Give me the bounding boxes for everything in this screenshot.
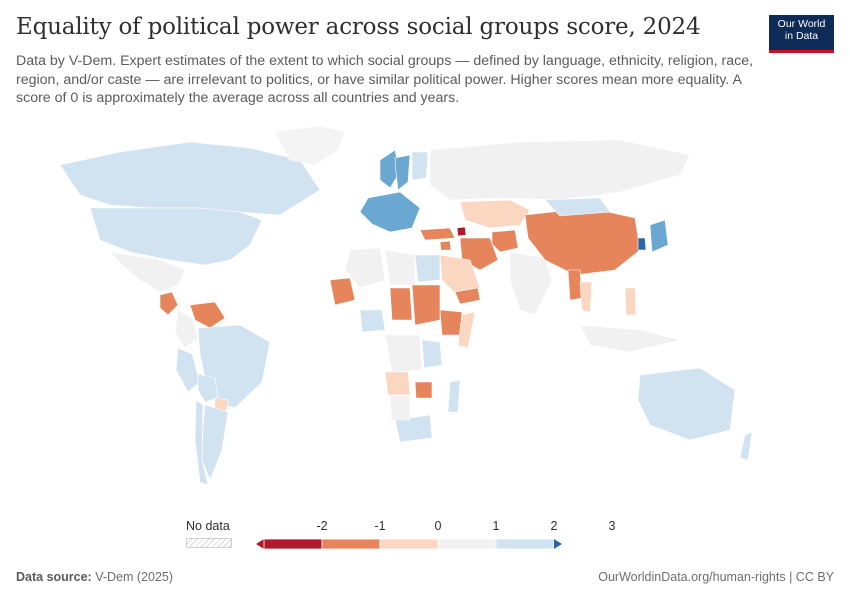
region-japan[interactable] (649, 219, 669, 253)
region-namibia[interactable] (389, 395, 411, 421)
region-egypt[interactable] (414, 254, 441, 283)
logo-line-1: Our World (777, 18, 826, 30)
region-myanmar[interactable] (567, 269, 583, 301)
region-ethiopia[interactable] (439, 309, 463, 336)
region-south-korea[interactable] (637, 237, 647, 251)
owid-logo[interactable]: Our World in Data (769, 15, 834, 53)
legend-arrow-left (256, 539, 264, 549)
region-nigeria[interactable] (359, 309, 386, 333)
region-chile[interactable] (194, 399, 209, 486)
region-venezuela[interactable] (189, 301, 226, 329)
region-azerbaijan[interactable] (456, 226, 467, 237)
region-tanzania[interactable] (421, 339, 443, 369)
logo-line-2: in Data (784, 30, 819, 42)
map-regions (59, 125, 753, 486)
region-philippines[interactable] (624, 287, 637, 316)
legend-tick-label: 3 (608, 519, 616, 533)
region-indonesia[interactable] (579, 324, 681, 353)
data-source-label: Data source: (16, 570, 92, 584)
region-colombia[interactable] (174, 309, 199, 349)
legend-tick-label: -2 (316, 519, 328, 533)
region-new-zealand[interactable] (739, 431, 753, 461)
region-sudan[interactable] (411, 284, 441, 326)
region-syria[interactable] (439, 240, 452, 251)
footer-url[interactable]: OurWorldinData.org/human-rights | CC BY (598, 570, 834, 584)
world-map[interactable] (0, 120, 850, 520)
legend-segment (495, 538, 555, 550)
region-afghanistan[interactable] (491, 229, 519, 253)
region-sweden[interactable] (394, 154, 411, 191)
region-greenland[interactable] (274, 125, 346, 166)
region-dr-congo[interactable] (384, 334, 423, 373)
region-canada[interactable] (59, 141, 321, 216)
region-libya[interactable] (384, 249, 416, 286)
no-data-label: No data (186, 519, 230, 533)
region-united-states[interactable] (89, 207, 263, 266)
legend-segment (379, 538, 439, 550)
data-source-value[interactable]: V-Dem (2025) (95, 570, 174, 584)
region-mali[interactable] (329, 277, 356, 306)
data-source: Data source: V-Dem (2025) (16, 570, 173, 584)
region-russia[interactable] (429, 139, 691, 201)
region-argentina[interactable] (201, 404, 229, 481)
region-algeria[interactable] (344, 247, 386, 289)
region-bolivia[interactable] (197, 373, 219, 403)
region-kazakhstan[interactable] (459, 199, 531, 229)
region-yemen[interactable] (454, 287, 481, 305)
legend-color-bar (256, 538, 562, 550)
legend-tick-label: 2 (550, 519, 558, 533)
region-chad[interactable] (389, 287, 413, 321)
legend-segment (321, 538, 381, 550)
legend-arrow-right (554, 539, 562, 549)
legend-tick-label: -1 (374, 519, 386, 533)
region-somalia[interactable] (457, 311, 476, 349)
color-legend: No data -2 -1 0 1 2 3 (0, 515, 850, 555)
legend-tick-label: 1 (492, 519, 500, 533)
region-thailand[interactable] (579, 281, 593, 313)
region-nicaragua[interactable] (159, 291, 179, 316)
legend-segment (263, 538, 323, 550)
region-peru[interactable] (175, 347, 201, 393)
region-finland[interactable] (411, 151, 429, 181)
region-mexico[interactable] (109, 251, 186, 293)
chart-title: Equality of political power across socia… (16, 14, 701, 40)
region-india[interactable] (509, 251, 553, 316)
legend-segment (437, 538, 497, 550)
region-turkey[interactable] (419, 227, 456, 241)
chart-subtitle: Data by V-Dem. Expert estimates of the e… (16, 53, 754, 106)
region-mongolia[interactable] (544, 197, 611, 217)
region-western-europe[interactable] (359, 191, 421, 233)
region-angola[interactable] (384, 371, 411, 396)
legend-tick-label: 0 (434, 519, 442, 533)
region-madagascar[interactable] (447, 379, 461, 413)
no-data-swatch (186, 538, 232, 548)
region-south-africa[interactable] (394, 414, 433, 443)
region-zimbabwe[interactable] (414, 381, 433, 399)
region-australia[interactable] (637, 367, 736, 441)
